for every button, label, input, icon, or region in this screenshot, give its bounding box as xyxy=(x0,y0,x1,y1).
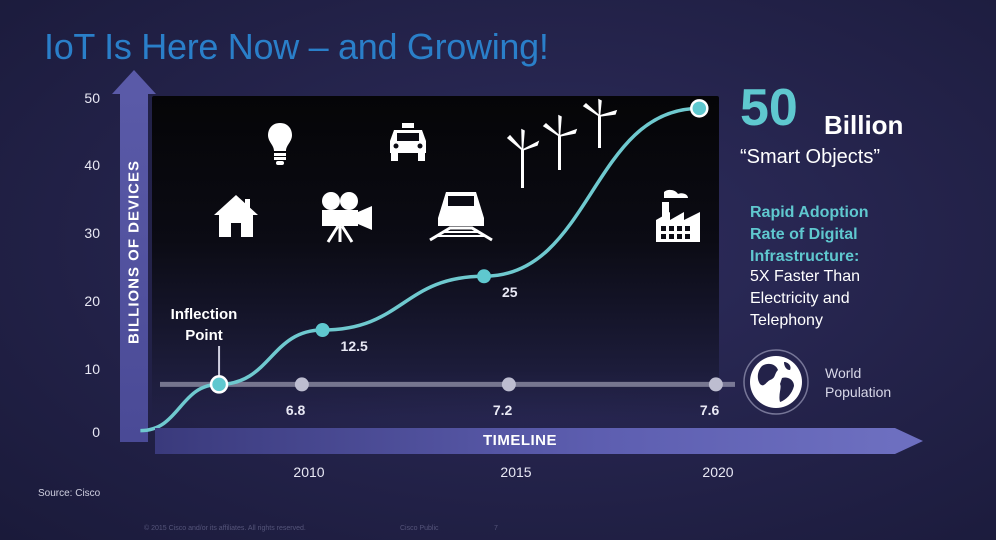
y-axis-arrow xyxy=(112,70,156,94)
smart-objects-label: “Smart Objects” xyxy=(740,146,881,168)
population-point xyxy=(501,377,516,392)
population-value-label: 7.2 xyxy=(492,402,513,419)
faster-than-text: 5X Faster Than Electricity and Telephony xyxy=(750,268,860,329)
lightbulb-icon xyxy=(268,123,292,165)
devices-point xyxy=(209,375,229,394)
y-tick-50: 50 xyxy=(84,90,100,106)
devices-curve xyxy=(140,106,700,433)
devices-value-label: 12.5 xyxy=(340,338,368,354)
footer-classification: Cisco Public xyxy=(400,525,439,532)
devices-point xyxy=(477,269,492,284)
y-tick-10: 10 xyxy=(84,361,100,377)
inflection-point-label: Inflection Point xyxy=(158,304,250,346)
source-note: Source: Cisco xyxy=(38,488,101,499)
factory-icon xyxy=(656,189,700,242)
y-tick-30: 30 xyxy=(84,225,100,241)
x-tick-2015: 2015 xyxy=(500,464,532,480)
wind-turbines-icon xyxy=(506,98,618,188)
rapid-adoption-text: Rapid Adoption Rate of Digital Infrastru… xyxy=(750,204,869,265)
population-value-label: 7.6 xyxy=(699,402,720,419)
x-axis-label: TIMELINE xyxy=(483,432,557,449)
x-tick-2020: 2020 xyxy=(702,464,734,480)
x-tick-2010: 2010 xyxy=(293,464,325,480)
train-icon xyxy=(429,192,493,242)
y-tick-0: 0 xyxy=(92,424,100,440)
population-point xyxy=(294,377,309,392)
house-icon xyxy=(214,195,258,237)
devices-value-label: 25 xyxy=(502,284,518,301)
taxi-icon xyxy=(390,123,426,161)
big-number: 50 xyxy=(740,79,798,137)
world-population-label: World Population xyxy=(825,365,892,400)
footer-copyright: © 2015 Cisco and/or its affiliates. All … xyxy=(144,525,306,532)
icon-panel xyxy=(152,96,719,418)
footer-page-number: 7 xyxy=(494,525,498,532)
devices-point xyxy=(315,323,330,337)
timeline-arrow xyxy=(895,428,923,454)
video-camera-icon xyxy=(322,192,372,243)
population-point xyxy=(708,377,723,392)
inflection-point-text: Inflection Point xyxy=(170,306,238,344)
y-axis-bar xyxy=(120,92,148,442)
globe-icon xyxy=(743,349,809,415)
y-tick-40: 40 xyxy=(84,157,100,173)
population-value-label: 6.8 xyxy=(285,402,306,419)
y-tick-20: 20 xyxy=(84,293,100,309)
timeline-bar xyxy=(155,428,895,454)
devices-point xyxy=(690,99,709,118)
big-unit: Billion xyxy=(824,110,904,140)
page-title: IoT Is Here Now – and Growing! xyxy=(44,26,549,67)
